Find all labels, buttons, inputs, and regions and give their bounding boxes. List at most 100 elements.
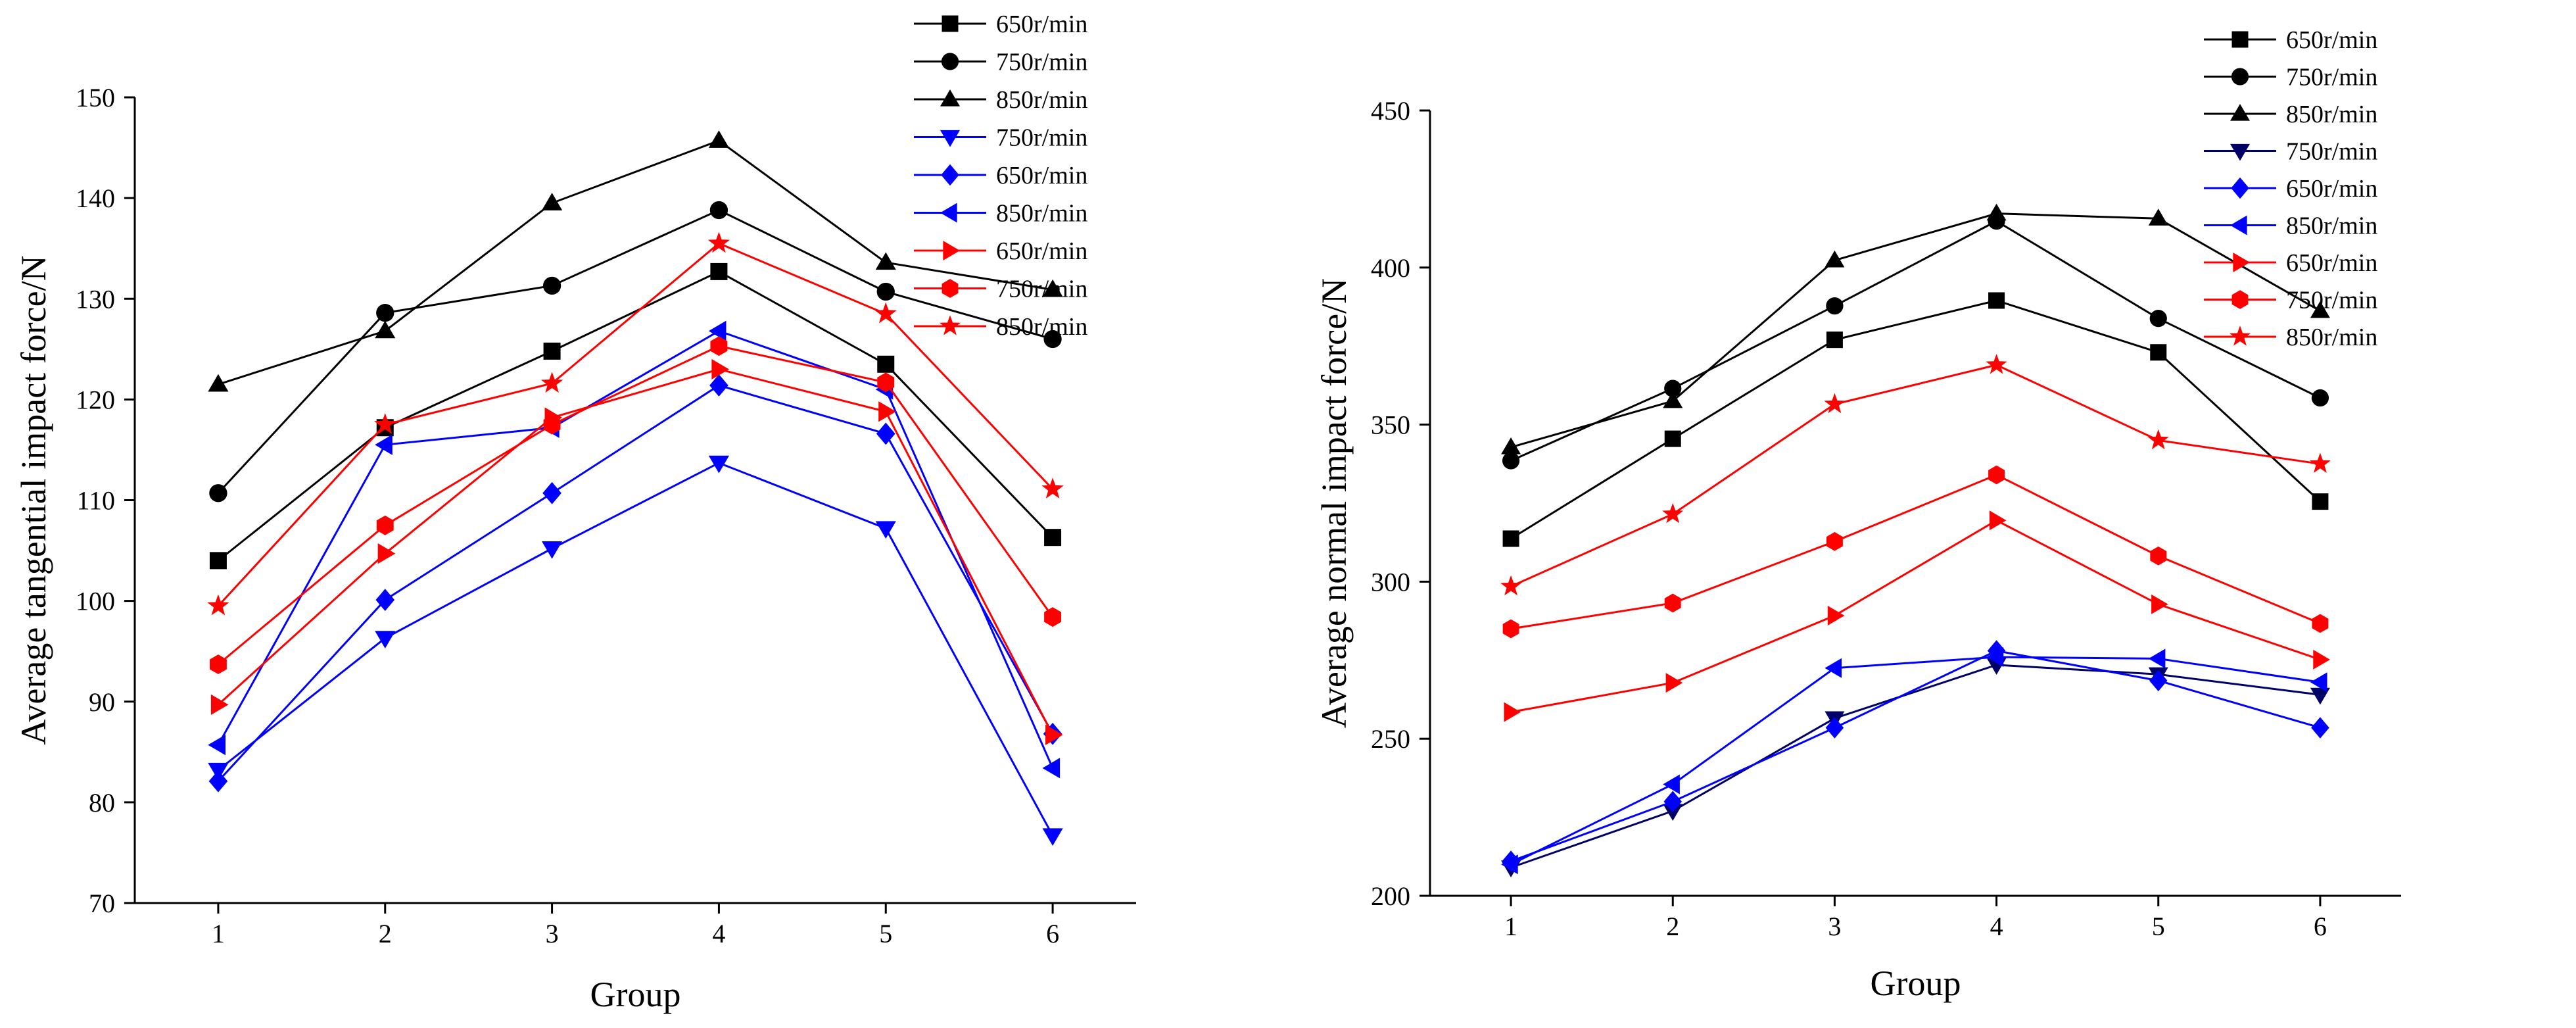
- legend-marker: [942, 15, 959, 32]
- x-tick-label: 5: [2152, 912, 2165, 941]
- data-point: [1989, 510, 2007, 531]
- series-line: [217, 330, 1054, 769]
- legend-label: 750r/min: [996, 49, 1087, 76]
- data-point: [1043, 330, 1062, 349]
- data-point: [1825, 658, 1842, 678]
- data-point: [876, 422, 895, 445]
- data-point: [1663, 804, 1683, 821]
- x-axis-label: Group: [590, 975, 681, 1014]
- data-point: [208, 734, 226, 756]
- data-point: [208, 374, 229, 392]
- data-point: [2309, 453, 2331, 473]
- data-point: [2147, 429, 2169, 450]
- y-tick-label: 450: [1371, 96, 1410, 126]
- legend-marker: [2231, 177, 2249, 199]
- y-tick-label: 110: [76, 486, 115, 516]
- data-point: [1504, 702, 1521, 722]
- data-point: [2310, 687, 2330, 705]
- legend-marker: [2231, 68, 2249, 86]
- y-tick-label: 400: [1371, 253, 1410, 283]
- series-line: [1510, 519, 2321, 714]
- data-point: [1663, 391, 1683, 408]
- data-point: [711, 358, 730, 380]
- data-point: [375, 631, 396, 649]
- y-tick-label: 150: [76, 83, 115, 112]
- data-point: [375, 434, 393, 455]
- data-point: [541, 193, 563, 210]
- data-point: [1502, 530, 1519, 547]
- series-8: [1500, 353, 2331, 596]
- legend-item: 650r/min: [914, 11, 1087, 38]
- data-point: [1826, 331, 1843, 349]
- data-point: [1044, 529, 1062, 547]
- data-point: [542, 481, 561, 504]
- data-point: [877, 355, 895, 373]
- data-point: [1825, 250, 1845, 268]
- data-point: [1501, 437, 1521, 454]
- data-point: [542, 276, 561, 295]
- series-line: [1510, 212, 2321, 449]
- x-tick-label: 6: [2314, 912, 2327, 941]
- data-point: [209, 484, 227, 502]
- legend-marker: [2230, 143, 2250, 161]
- legend-marker: [2230, 215, 2247, 235]
- series-5: [208, 320, 1061, 779]
- y-tick-label: 70: [89, 889, 115, 918]
- legend: 650r/min 750r/min 850r/min 750r/min 650r/min…: [2204, 26, 2377, 351]
- data-point: [1041, 477, 1064, 499]
- x-tick-label: 5: [879, 919, 892, 948]
- data-point: [2312, 614, 2329, 633]
- legend-marker: [2231, 31, 2249, 48]
- data-point: [376, 304, 394, 322]
- data-point: [707, 232, 730, 253]
- data-point: [2310, 301, 2330, 318]
- series-5: [1501, 647, 2327, 875]
- legend-item: 650r/min: [914, 162, 1087, 189]
- data-point: [1986, 647, 2004, 668]
- data-point: [1042, 758, 1061, 779]
- series-8: [207, 232, 1064, 616]
- data-point: [708, 320, 727, 341]
- legend-item: 650r/min: [2204, 26, 2377, 54]
- series-2: [1501, 203, 2330, 454]
- tangential-force-chart: 70 80 90 100 110 120 130 140 150 1 2 3 4 5 6 Group Avera…: [14, 11, 1136, 1014]
- y-tick-label: 350: [1371, 410, 1410, 440]
- data-point: [1502, 452, 1520, 470]
- data-point: [1827, 605, 1845, 625]
- series-line: [217, 270, 1054, 562]
- legend-label: 750r/min: [2286, 138, 2377, 166]
- data-point: [1988, 292, 2005, 309]
- data-point: [1501, 854, 1518, 875]
- y-tick-label: 90: [89, 687, 115, 717]
- y-axis-label: Average normal impact force/N: [1314, 278, 1354, 728]
- data-point: [1662, 502, 1684, 524]
- series-line: [1510, 364, 2321, 587]
- legend-label: 650r/min: [996, 11, 1087, 38]
- data-point: [1044, 607, 1062, 627]
- legend-item: 750r/min: [2204, 64, 2377, 91]
- series-line: [1510, 220, 2321, 462]
- legend-marker: [940, 203, 957, 223]
- legend-label: 650r/min: [996, 237, 1087, 265]
- series-line: [1510, 299, 2321, 540]
- data-point: [708, 130, 730, 148]
- legend-marker: [940, 89, 960, 107]
- series-4: [1502, 640, 2329, 872]
- data-point: [374, 413, 396, 434]
- series-0: [1502, 292, 2329, 547]
- data-point: [1988, 465, 2005, 485]
- series-6: [1504, 510, 2330, 722]
- legend-marker: [941, 164, 959, 186]
- series-line: [217, 462, 1054, 837]
- data-point: [878, 401, 896, 422]
- legend-marker: [939, 315, 961, 335]
- legend-label: 750r/min: [996, 276, 1087, 303]
- data-point: [2149, 310, 2167, 328]
- data-point: [876, 282, 895, 301]
- data-point: [709, 374, 728, 397]
- data-point: [2150, 546, 2167, 566]
- legend: 650r/min 750r/min 850r/min 750r/min 650r/min…: [914, 11, 1087, 341]
- legend-marker: [2233, 253, 2250, 272]
- data-point: [1045, 724, 1063, 745]
